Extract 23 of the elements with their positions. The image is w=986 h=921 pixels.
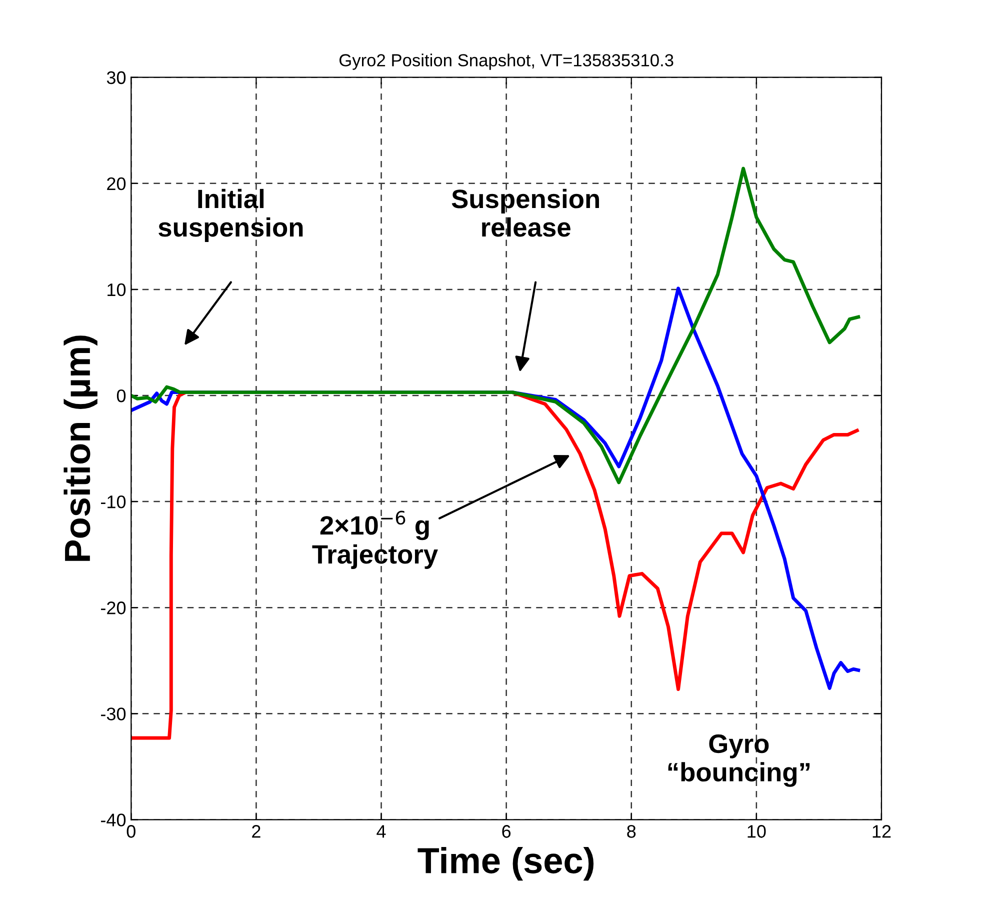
y-tick-label: -20 [100, 602, 126, 614]
x-tick-label: 10 [748, 825, 766, 838]
annotation: 2×10$^{−6}$ g Trajectory [312, 510, 438, 569]
y-tick-label: -30 [100, 708, 126, 720]
y-tick-label: 0 [116, 389, 126, 402]
annotation: Suspension release [452, 188, 599, 237]
annotation: Gyro “bouncing” [668, 734, 810, 787]
x-tick-label: 2 [252, 825, 260, 838]
line-series [131, 166, 860, 484]
y-tick-label: 20 [107, 177, 126, 190]
x-tick-label: 4 [376, 825, 386, 838]
x-tick-label: 6 [502, 825, 511, 838]
x-tick-label: 0 [126, 825, 136, 838]
y-tick-label: -10 [100, 495, 126, 508]
y-tick-label: -40 [100, 814, 126, 826]
x-tick-label: 8 [627, 825, 636, 838]
chart-title: Gyro2 Position Snapshot, VT=135835310.3 [339, 54, 674, 70]
x-axis-title: Time (sec) [418, 846, 594, 881]
y-axis-title: Position (µm) [64, 336, 98, 561]
y-tick-label: 30 [106, 71, 126, 84]
annotation: Initial suspension [158, 188, 303, 242]
x-tick-label: 12 [872, 825, 891, 838]
y-tick-label: 10 [108, 283, 126, 296]
